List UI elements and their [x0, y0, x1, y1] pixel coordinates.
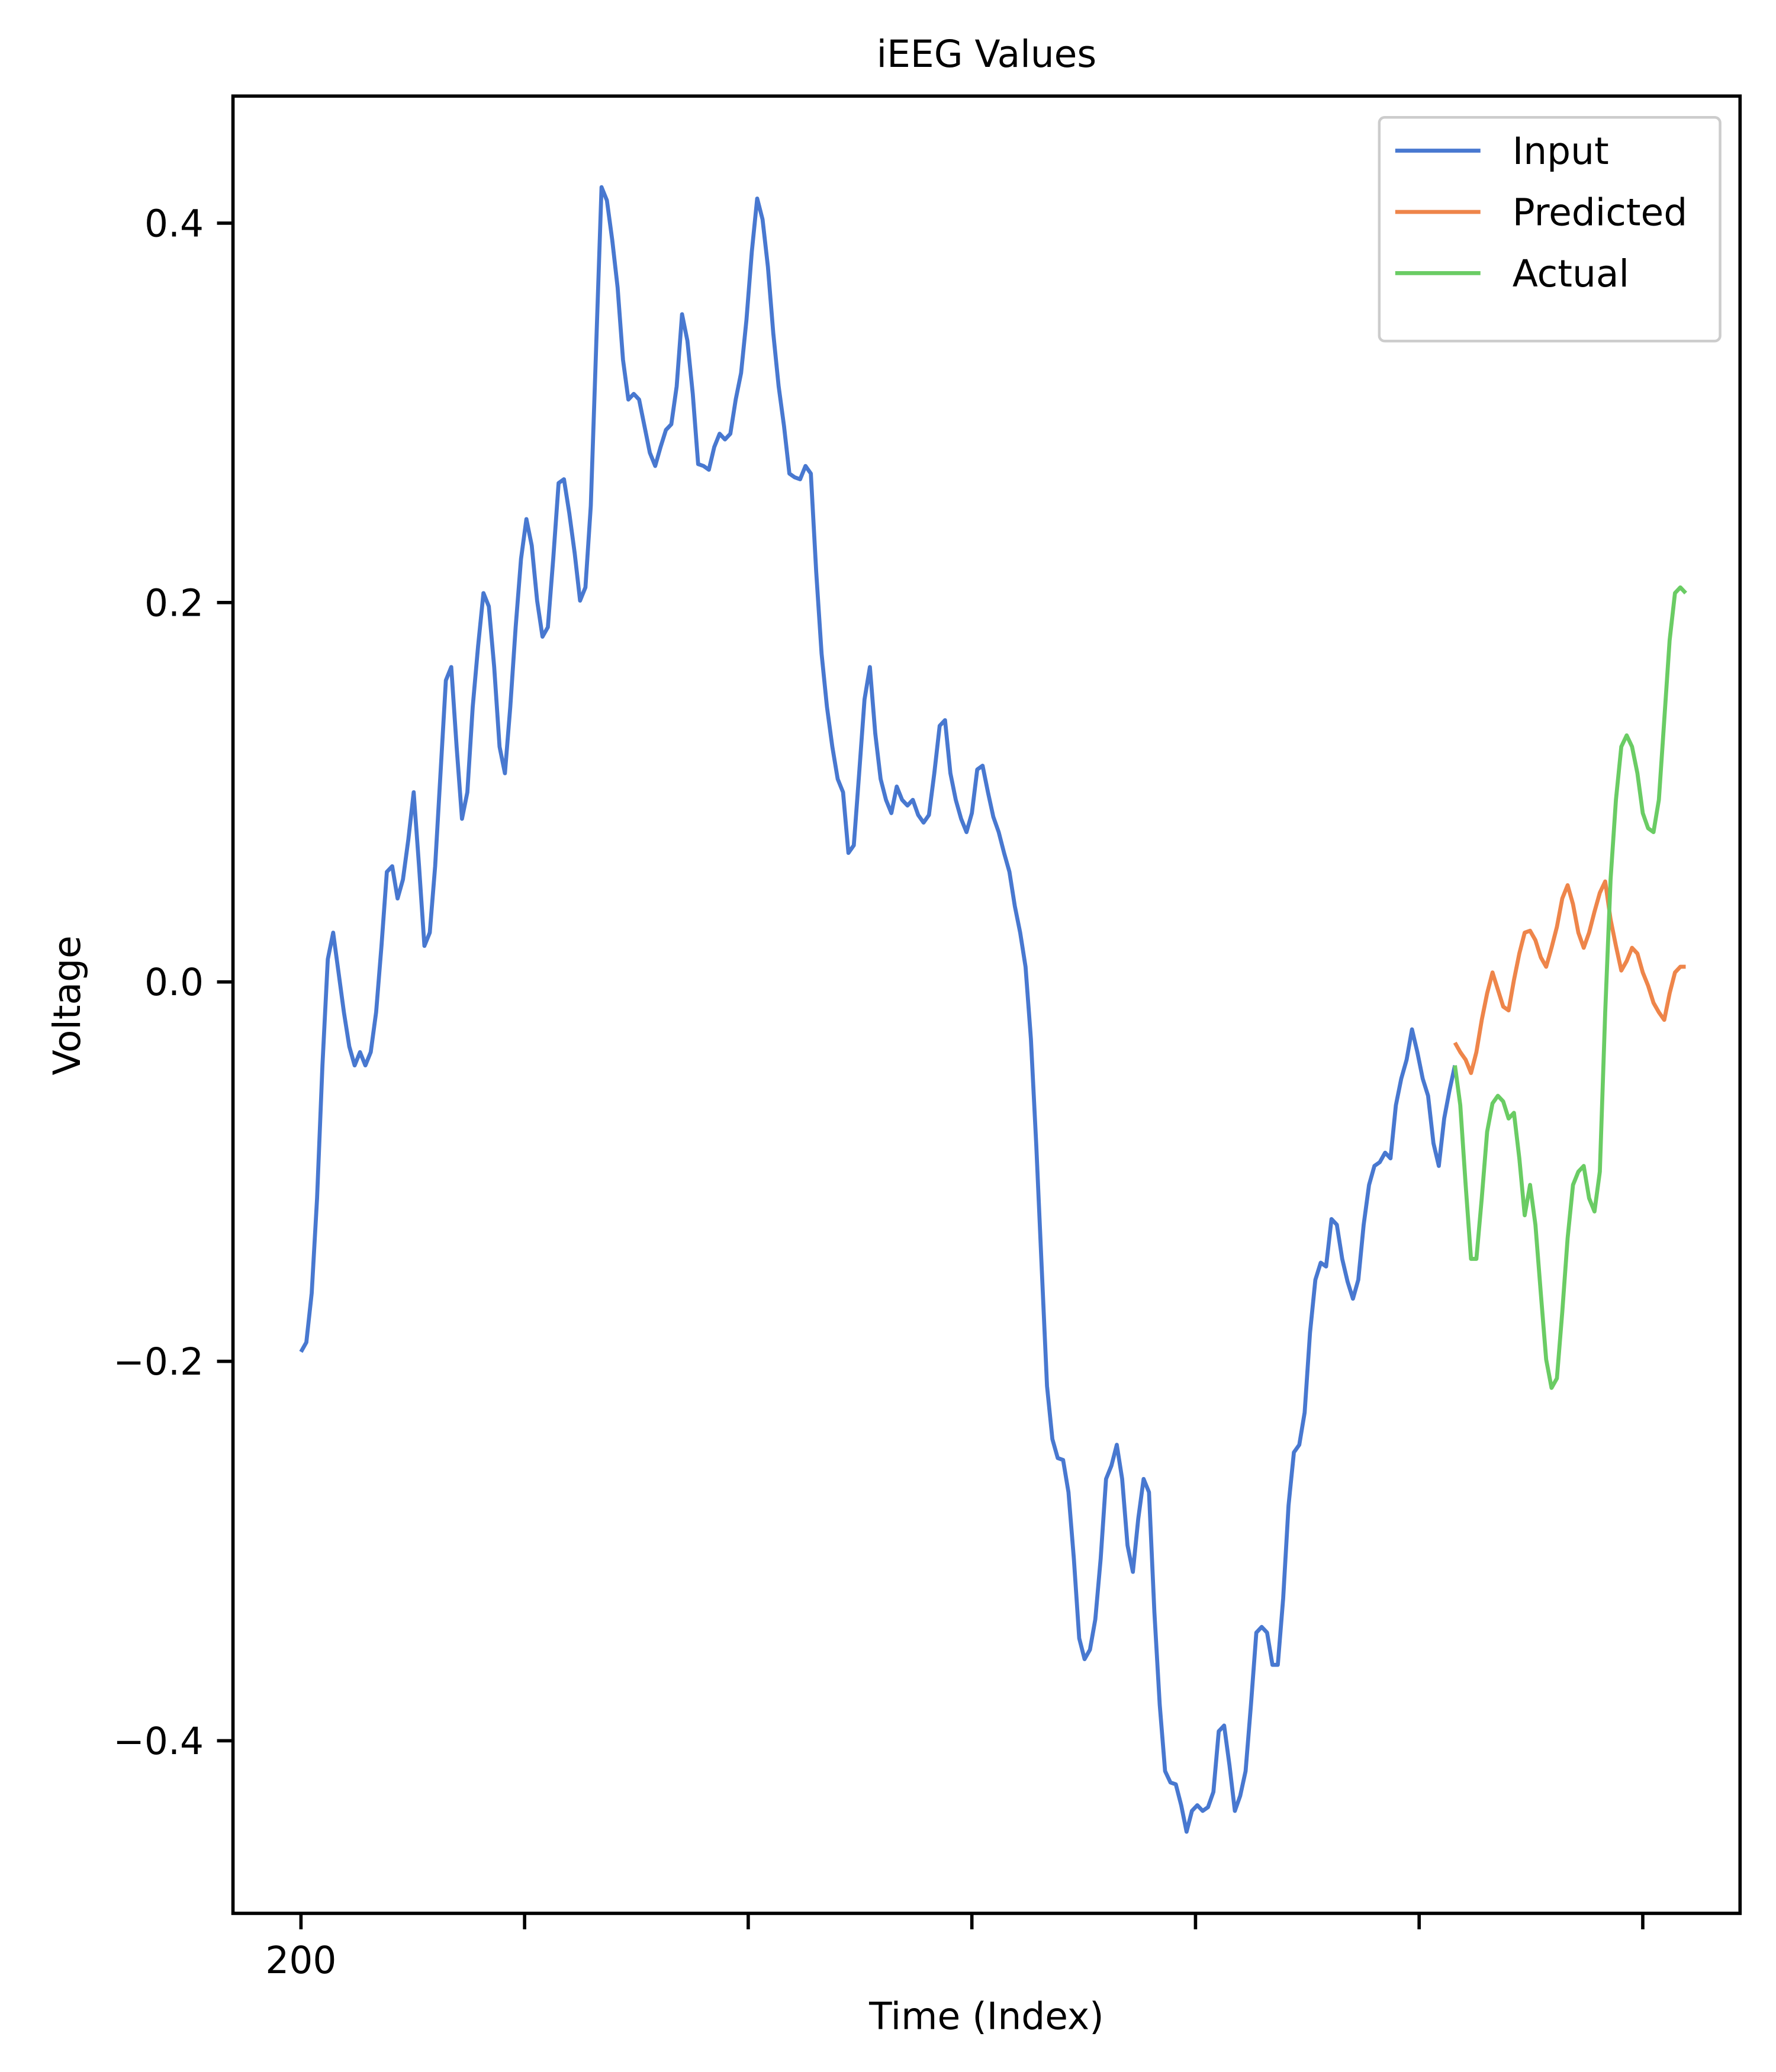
series-line	[1453, 585, 1687, 1390]
legend: Input Predicted Actual	[1378, 116, 1722, 343]
series-line	[1453, 879, 1686, 1075]
y-tick-label: 0.4	[144, 202, 204, 245]
legend-label: Actual	[1513, 252, 1629, 295]
x-tick-label: 200	[265, 1939, 336, 1982]
y-axis-label: Voltage	[46, 935, 89, 1075]
legend-box	[1378, 116, 1722, 343]
legend-label: Predicted	[1513, 191, 1688, 234]
y-tick-label: −0.2	[113, 1340, 204, 1384]
legend-label: Input	[1513, 130, 1609, 173]
chart-title: iEEG Values	[877, 33, 1097, 76]
y-tick-label: −0.4	[113, 1720, 204, 1763]
series-line	[299, 185, 1457, 1834]
x-axis-label: Time (Index)	[868, 1995, 1104, 2038]
axes-frame	[231, 94, 1742, 1915]
y-tick-label: 0.2	[144, 581, 204, 625]
y-tick-label: 0.0	[144, 961, 204, 1004]
